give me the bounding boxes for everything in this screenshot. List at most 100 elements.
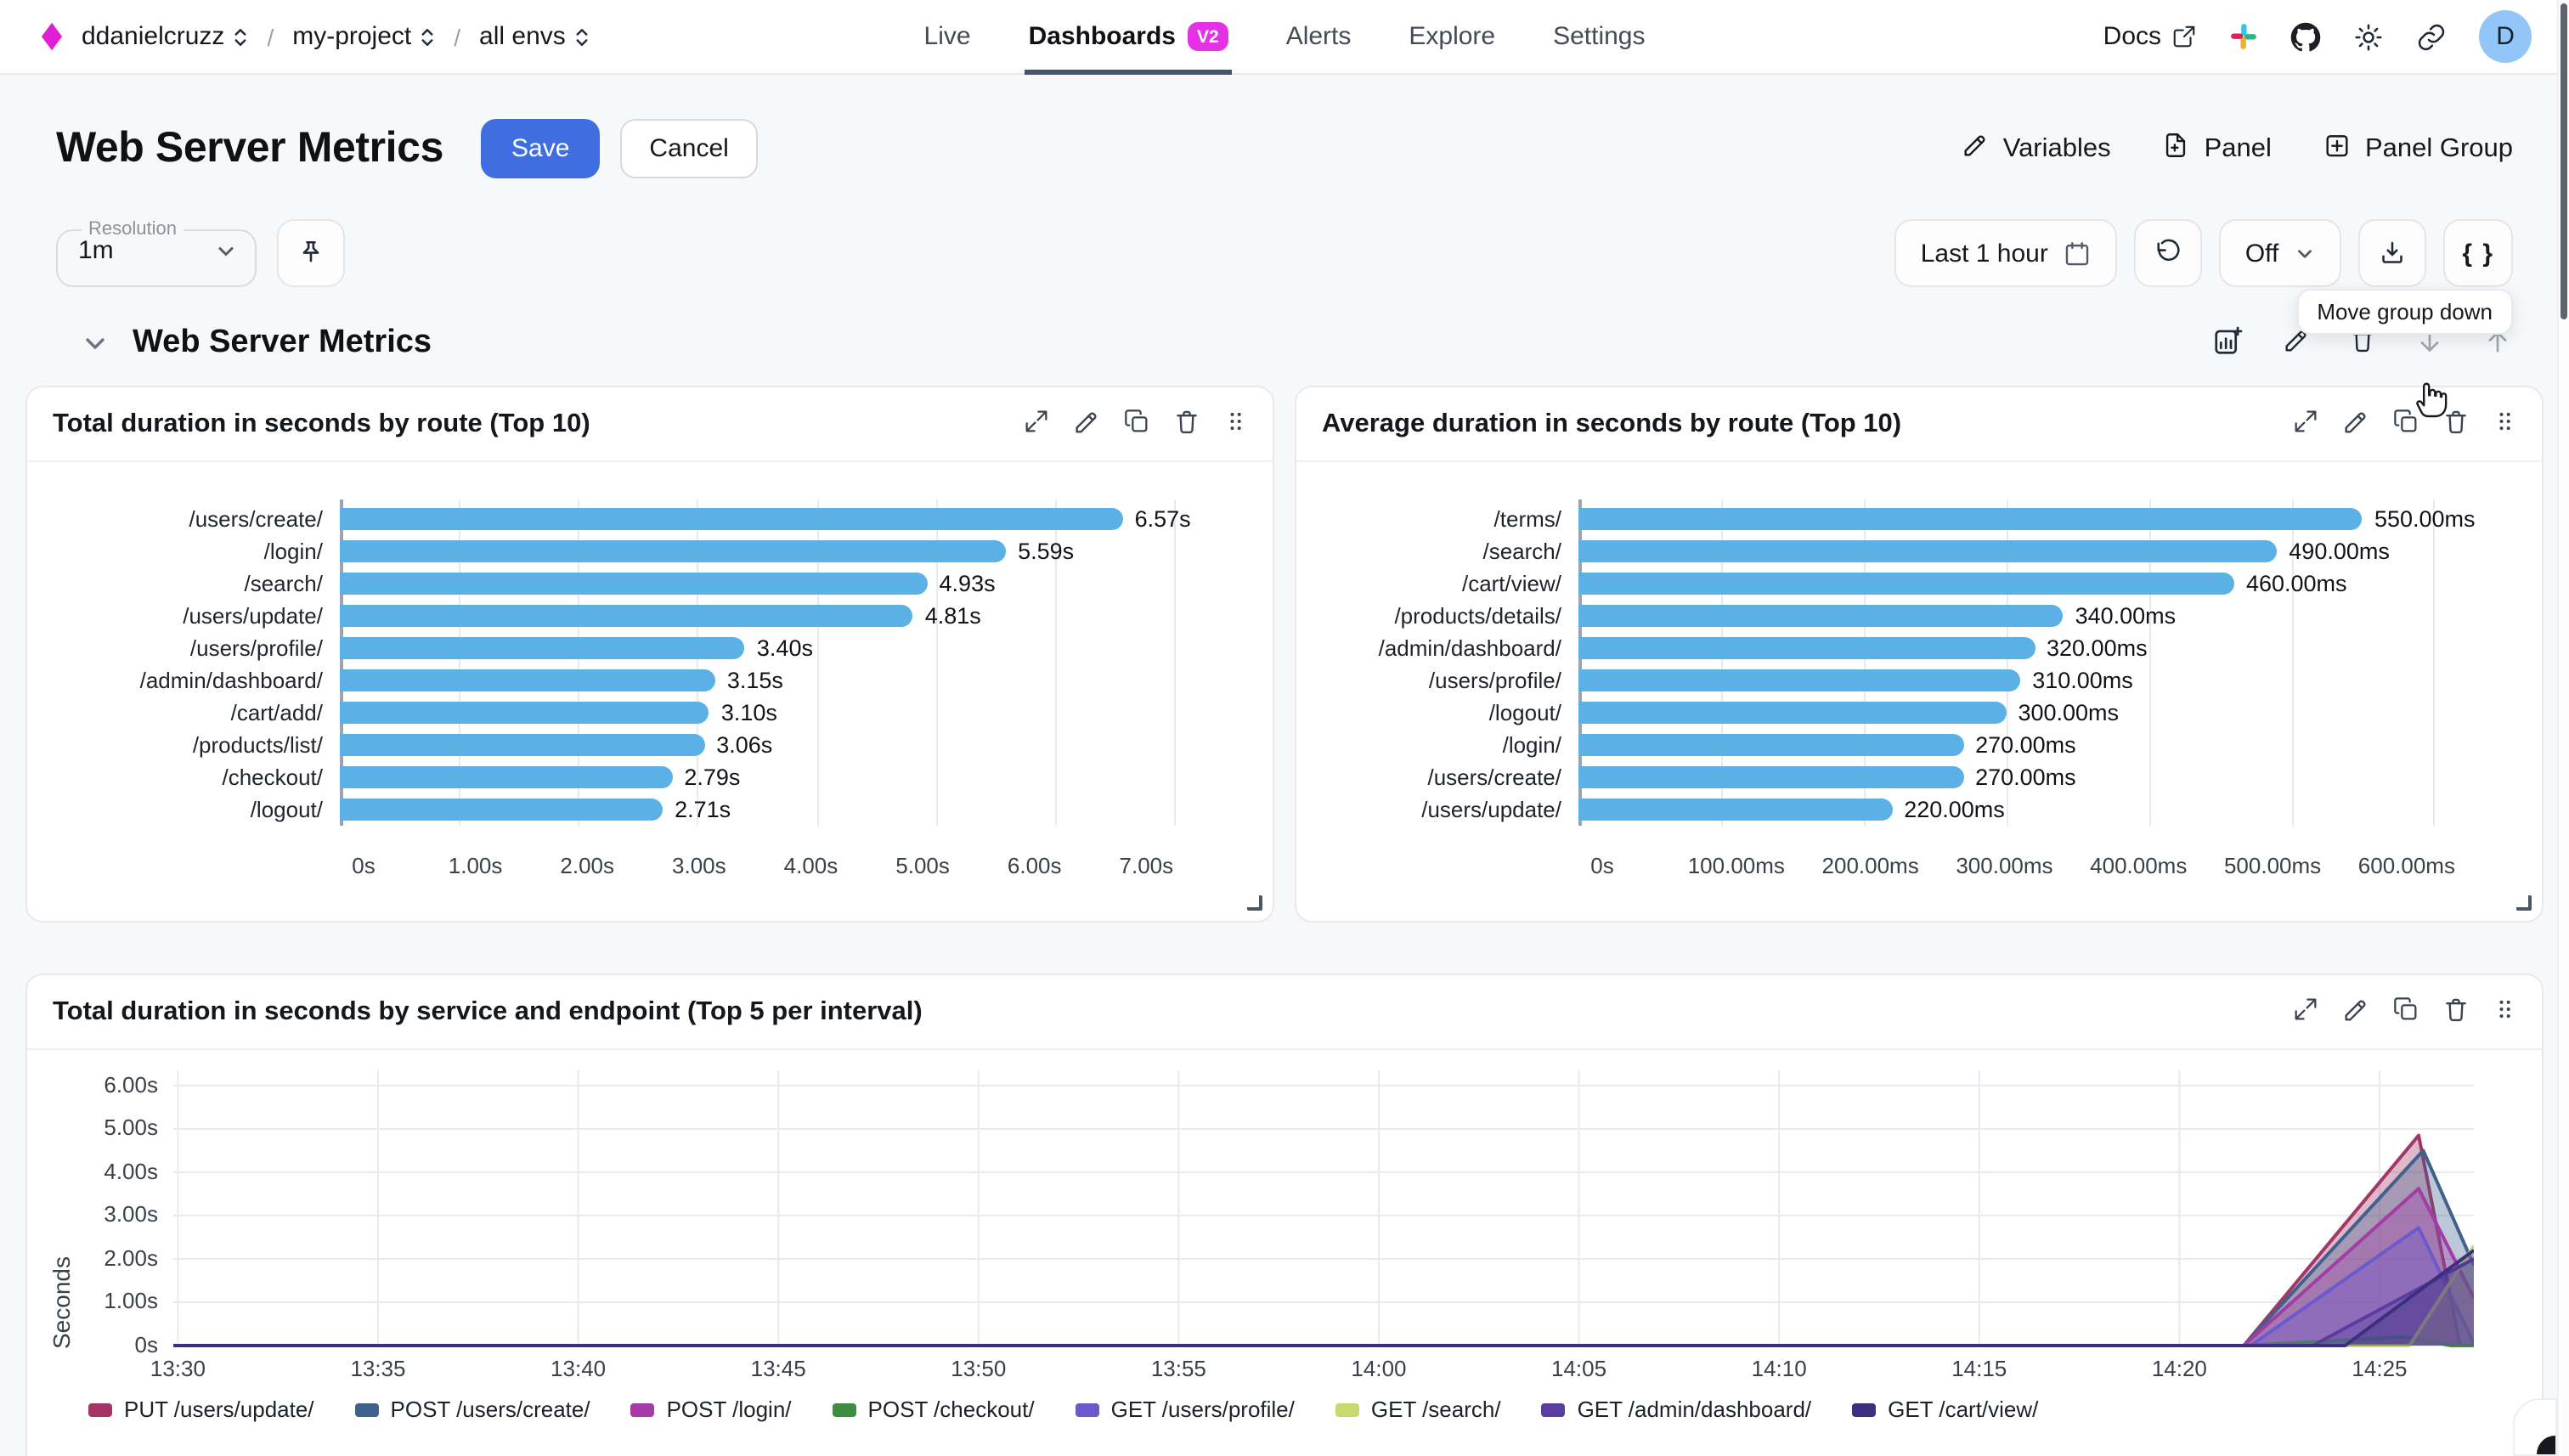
slack-button[interactable] xyxy=(2229,22,2258,51)
bar xyxy=(340,734,705,756)
avatar[interactable]: D xyxy=(2479,10,2532,63)
corner-widget[interactable] xyxy=(2513,1398,2557,1456)
bar-value-label: 270.00ms xyxy=(1975,765,2076,790)
tab-dashboards[interactable]: Dashboards V2 xyxy=(1025,0,1232,74)
tab-label: Dashboards xyxy=(1028,22,1176,51)
x-tick-label: 0s xyxy=(1590,853,1614,878)
panel-group-button[interactable]: Panel Group xyxy=(2323,130,2513,167)
group-title: Web Server Metrics xyxy=(133,324,432,360)
panel-resize-handle[interactable] xyxy=(1247,895,1262,911)
edit-button[interactable] xyxy=(2341,995,2370,1029)
legend-item[interactable]: GET /search/ xyxy=(1335,1397,1501,1422)
top-nav: ddanielcruzz / my-project / all envs Liv… xyxy=(0,0,2569,75)
time-range-button[interactable]: Last 1 hour xyxy=(1894,219,2118,287)
resolution-select[interactable]: Resolution 1m xyxy=(56,219,257,287)
drag-handle-button[interactable] xyxy=(2493,408,2516,440)
expand-button[interactable] xyxy=(1023,408,1050,440)
bar-category-label: /logout/ xyxy=(1488,700,1561,725)
scrollbar-thumb[interactable] xyxy=(2560,3,2567,319)
bar-value-label: 550.00ms xyxy=(2374,506,2476,532)
breadcrumb-project-selector[interactable]: my-project xyxy=(292,22,435,51)
bar xyxy=(1578,799,1893,821)
bar-value-label: 310.00ms xyxy=(2032,668,2133,693)
tab-explore[interactable]: Explore xyxy=(1405,0,1499,74)
bar-category-label: /login/ xyxy=(1502,732,1561,758)
legend-item[interactable]: GET /admin/dashboard/ xyxy=(1541,1397,1811,1422)
x-axis: 0s 100.00ms 200.00ms 300.00ms 400.00ms 500.00… xyxy=(1590,843,2460,883)
delete-button[interactable] xyxy=(2442,995,2470,1029)
tab-live[interactable]: Live xyxy=(921,0,974,74)
bar-value-label: 3.10s xyxy=(720,700,777,725)
legend-item[interactable]: GET /users/profile/ xyxy=(1075,1397,1295,1422)
auto-refresh-select[interactable]: Off xyxy=(2219,219,2342,287)
breadcrumb-env-selector[interactable]: all envs xyxy=(479,22,590,51)
github-button[interactable] xyxy=(2290,21,2321,52)
theme-toggle-button[interactable] xyxy=(2353,21,2384,52)
drag-handle-button[interactable] xyxy=(1223,408,1247,440)
legend-label: GET /cart/view/ xyxy=(1888,1397,2039,1422)
panel-button[interactable]: Panel xyxy=(2162,130,2272,167)
edit-button[interactable] xyxy=(1072,407,1101,441)
x-tick-label: 14:25 xyxy=(2352,1356,2408,1381)
legend-item[interactable]: PUT /users/update/ xyxy=(88,1397,314,1422)
pin-button[interactable] xyxy=(277,219,345,287)
cancel-button[interactable]: Cancel xyxy=(620,119,758,178)
legend-item[interactable]: GET /cart/view/ xyxy=(1852,1397,2038,1422)
json-editor-button[interactable]: { } xyxy=(2443,219,2513,287)
legend-item[interactable]: POST /users/create/ xyxy=(354,1397,590,1422)
bar-chart: /terms/550.00ms/search/490.00ms/cart/vie… xyxy=(1296,462,2542,883)
add-panel-button[interactable] xyxy=(2212,324,2244,362)
panel-actions xyxy=(2292,995,2516,1029)
braces-icon: { } xyxy=(2462,239,2494,268)
duplicate-icon xyxy=(2392,408,2419,440)
share-link-button[interactable] xyxy=(2416,21,2447,52)
bar xyxy=(1578,702,2007,724)
x-tick-label: 14:00 xyxy=(1351,1356,1407,1381)
x-tick-label: 4.00s xyxy=(783,853,838,878)
bar xyxy=(1578,540,2278,562)
edit-button[interactable] xyxy=(2341,407,2370,441)
file-plus-icon xyxy=(2162,130,2191,167)
drag-handle-icon xyxy=(1223,408,1247,440)
tab-settings[interactable]: Settings xyxy=(1550,0,1648,74)
x-tick-label: 2.00s xyxy=(560,853,615,878)
legend-item[interactable]: POST /login/ xyxy=(630,1397,792,1422)
save-button[interactable]: Save xyxy=(481,119,601,178)
bar-row: /login/5.59s xyxy=(51,535,1242,567)
panel-average-duration-by-route: Average duration in seconds by route (To… xyxy=(1295,386,2544,923)
tab-label: Live xyxy=(923,22,971,51)
drag-handle-button[interactable] xyxy=(2493,996,2516,1028)
tab-label: Alerts xyxy=(1285,22,1352,51)
panel-resize-handle[interactable] xyxy=(2516,895,2532,911)
refresh-button[interactable] xyxy=(2134,219,2203,287)
expand-button[interactable] xyxy=(2292,996,2319,1028)
group-collapse-chevron[interactable] xyxy=(82,330,109,357)
duplicate-button[interactable] xyxy=(2392,996,2419,1028)
legend-item[interactable]: POST /checkout/ xyxy=(832,1397,1035,1422)
docs-label: Docs xyxy=(2103,22,2162,51)
breadcrumb-org-selector[interactable]: ddanielcruzz xyxy=(82,22,248,51)
link-icon xyxy=(2416,21,2447,52)
bar-category-label: /search/ xyxy=(244,571,324,596)
panel-row: Total duration in seconds by route (Top … xyxy=(25,386,2544,923)
x-axis: 0s 1.00s 2.00s 3.00s 4.00s 5.00s 6.00s 7.00s xyxy=(352,843,1191,883)
tab-alerts[interactable]: Alerts xyxy=(1283,0,1355,74)
bar-row: /admin/dashboard/320.00ms xyxy=(1320,632,2511,664)
x-tick-label: 13:30 xyxy=(150,1356,206,1381)
breadcrumb-env-label: all envs xyxy=(479,22,566,51)
bar-row: /cart/add/3.10s xyxy=(51,697,1242,729)
delete-button[interactable] xyxy=(2442,407,2470,441)
brand-diamond-icon xyxy=(37,20,66,53)
download-button[interactable] xyxy=(2358,219,2427,287)
panel-title: Total duration in seconds by service and… xyxy=(53,996,923,1025)
bar-category-label: /products/list/ xyxy=(192,732,323,758)
duplicate-button[interactable] xyxy=(2392,408,2419,440)
variables-button[interactable]: Variables xyxy=(1961,130,2111,167)
action-label: Panel xyxy=(2204,133,2272,162)
duplicate-button[interactable] xyxy=(1123,408,1150,440)
docs-link[interactable]: Docs xyxy=(2103,22,2197,51)
bar-value-label: 340.00ms xyxy=(2075,603,2177,629)
x-tick-label: 14:15 xyxy=(1951,1356,2007,1381)
expand-button[interactable] xyxy=(2292,408,2319,440)
delete-button[interactable] xyxy=(1172,407,1201,441)
